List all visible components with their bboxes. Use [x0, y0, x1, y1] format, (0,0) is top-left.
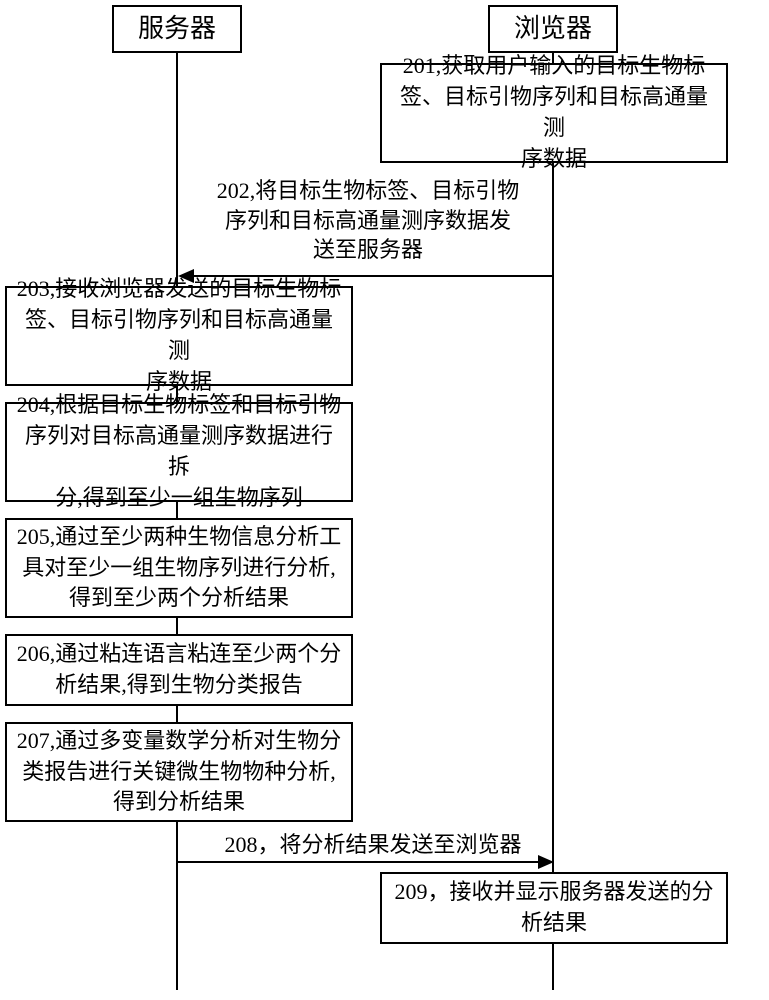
- step-205: 205,通过至少两种生物信息分析工 具对至少一组生物序列进行分析, 得到至少两个…: [5, 518, 353, 618]
- server-lifeline: [176, 706, 178, 722]
- browser-lifeline: [552, 163, 554, 872]
- browser-lifeline: [552, 944, 554, 990]
- step-206: 206,通过粘连语言粘连至少两个分 析结果,得到生物分类报告: [5, 634, 353, 706]
- browser-header: 浏览器: [488, 5, 618, 53]
- step-207: 207,通过多变量数学分析对生物分 类报告进行关键微生物物种分析, 得到分析结果: [5, 722, 353, 822]
- sequence-diagram: 服务器 浏览器 201,获取用户输入的目标生物标 签、目标引物序列和目标高通量测…: [0, 0, 769, 1000]
- message-208-line: [178, 861, 540, 863]
- server-lifeline: [176, 822, 178, 990]
- message-208-label: 208，将分析结果发送至浏览器: [208, 830, 538, 860]
- step-209-text: 209，接收并显示服务器发送的分 析结果: [394, 877, 713, 939]
- step-204: 204,根据目标生物标签和目标引物 序列对目标高通量测序数据进行拆 分,得到至少…: [5, 402, 353, 502]
- step-204-text: 204,根据目标生物标签和目标引物 序列对目标高通量测序数据进行拆 分,得到至少…: [15, 390, 343, 513]
- step-201: 201,获取用户输入的目标生物标 签、目标引物序列和目标高通量测 序数据: [380, 63, 728, 163]
- browser-header-label: 浏览器: [514, 11, 592, 47]
- server-lifeline: [176, 618, 178, 634]
- step-207-text: 207,通过多变量数学分析对生物分 类报告进行关键微生物物种分析, 得到分析结果: [17, 726, 342, 818]
- server-lifeline: [176, 53, 178, 286]
- step-203: 203,接收浏览器发送的目标生物标 签、目标引物序列和目标高通量测 序数据: [5, 286, 353, 386]
- step-201-text: 201,获取用户输入的目标生物标 签、目标引物序列和目标高通量测 序数据: [390, 51, 718, 174]
- step-205-text: 205,通过至少两种生物信息分析工 具对至少一组生物序列进行分析, 得到至少两个…: [17, 522, 342, 614]
- message-202-label: 202,将目标生物标签、目标引物 序列和目标高通量测序数据发 送至服务器: [198, 176, 538, 265]
- message-208-arrow: [538, 855, 554, 869]
- step-209: 209，接收并显示服务器发送的分 析结果: [380, 872, 728, 944]
- server-header: 服务器: [112, 5, 242, 53]
- server-header-label: 服务器: [138, 11, 216, 47]
- step-206-text: 206,通过粘连语言粘连至少两个分 析结果,得到生物分类报告: [17, 639, 342, 701]
- step-203-text: 203,接收浏览器发送的目标生物标 签、目标引物序列和目标高通量测 序数据: [15, 274, 343, 397]
